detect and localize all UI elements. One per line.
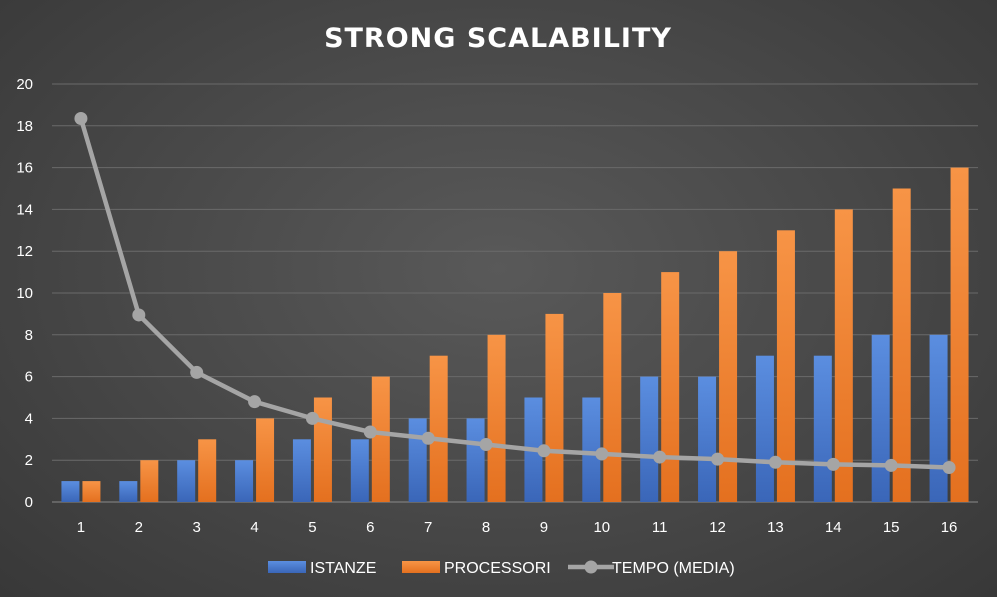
bar-processori-14 [834, 209, 853, 502]
x-tick-label: 12 [709, 519, 726, 536]
line-point-15 [884, 458, 898, 472]
line-point-11 [653, 450, 667, 464]
line-point-4 [248, 395, 262, 409]
x-tick-label: 6 [366, 519, 374, 536]
x-tick-label: 15 [883, 519, 900, 536]
bar-processori-5 [313, 397, 332, 502]
y-tick-label: 4 [25, 410, 33, 427]
legend-swatch [268, 561, 306, 573]
bar-processori-9 [545, 313, 564, 502]
legend-label: TEMPO (MEDIA) [612, 560, 735, 577]
x-tick-label: 13 [767, 519, 784, 536]
bar-processori-8 [487, 334, 506, 502]
legend: ISTANZE PROCESSORI TEMPO (MEDIA) [268, 560, 735, 577]
line-point-1 [74, 111, 88, 125]
x-axis-ticks: 1 2 3 4 5 6 7 8 9 10 11 12 13 14 15 16 [77, 519, 958, 536]
bar-istanze-5 [292, 439, 311, 502]
x-tick-label: 7 [424, 519, 432, 536]
x-tick-label: 11 [652, 519, 668, 536]
bar-istanze-4 [235, 460, 254, 502]
bar-processori-2 [140, 460, 159, 502]
bar-istanze-13 [755, 355, 774, 502]
x-tick-label: 9 [540, 519, 548, 536]
bar-istanze-8 [466, 418, 485, 502]
line-point-12 [711, 452, 725, 466]
y-tick-label: 14 [16, 201, 33, 218]
x-tick-label: 2 [135, 519, 143, 536]
legend-label: ISTANZE [310, 560, 376, 577]
bar-processori-1 [82, 481, 101, 502]
line-point-14 [826, 457, 840, 471]
x-tick-label: 16 [941, 519, 958, 536]
legend-swatch [402, 561, 440, 573]
bar-processori-11 [661, 272, 680, 502]
line-point-9 [537, 444, 551, 458]
line-series [74, 111, 956, 475]
bar-istanze-1 [61, 481, 80, 502]
line-point-2 [132, 308, 146, 322]
y-tick-label: 0 [25, 494, 33, 511]
bar-processori-12 [719, 251, 738, 502]
bar-processori-6 [371, 376, 390, 502]
x-tick-label: 10 [593, 519, 610, 536]
bar-istanze-7 [408, 418, 427, 502]
bar-istanze-16 [929, 334, 948, 502]
bar-istanze-10 [582, 397, 601, 502]
line-point-16 [942, 461, 956, 475]
legend-marker [584, 560, 598, 574]
y-tick-label: 2 [25, 452, 33, 469]
x-tick-label: 4 [250, 519, 258, 536]
y-tick-label: 8 [25, 327, 33, 344]
x-tick-label: 14 [825, 519, 842, 536]
y-tick-label: 10 [16, 285, 33, 302]
x-tick-label: 5 [308, 519, 316, 536]
chart-title: STRONG SCALABILITY [324, 23, 672, 54]
x-tick-label: 3 [193, 519, 201, 536]
bar-istanze-14 [813, 355, 832, 502]
line-tempo-media [78, 116, 952, 470]
line-point-7 [421, 431, 435, 445]
bar-processori-13 [776, 230, 795, 503]
bar-processori-7 [429, 355, 448, 502]
line-point-5 [305, 411, 319, 425]
bar-istanze-11 [640, 376, 659, 502]
x-tick-label: 1 [77, 519, 85, 536]
bar-processori-10 [603, 293, 622, 502]
legend-item-processori: PROCESSORI [402, 560, 551, 577]
bar-istanze-3 [177, 460, 196, 502]
bar-istanze-12 [698, 376, 717, 502]
bar-processori-4 [256, 418, 275, 502]
y-tick-label: 16 [16, 160, 33, 177]
legend-label: PROCESSORI [444, 560, 551, 577]
bar-istanze-2 [119, 481, 138, 502]
legend-item-istanze: ISTANZE [268, 560, 376, 577]
bar-processori-3 [198, 439, 217, 502]
y-tick-label: 18 [16, 118, 33, 135]
bar-istanze-15 [871, 334, 890, 502]
x-tick-label: 8 [482, 519, 490, 536]
y-tick-label: 20 [16, 76, 33, 93]
y-tick-label: 6 [25, 369, 33, 386]
line-point-8 [479, 438, 493, 452]
bar-processori-15 [892, 188, 911, 502]
line-point-10 [595, 447, 609, 461]
y-tick-label: 12 [16, 243, 33, 260]
line-point-3 [190, 365, 204, 379]
y-axis-ticks: 0 2 4 6 8 10 12 14 16 18 20 [16, 76, 33, 511]
line-point-6 [363, 425, 377, 439]
line-point-13 [768, 455, 782, 469]
bar-processori-16 [950, 167, 969, 502]
legend-item-tempo-media-: TEMPO (MEDIA) [568, 560, 735, 577]
bar-istanze-6 [350, 439, 369, 502]
